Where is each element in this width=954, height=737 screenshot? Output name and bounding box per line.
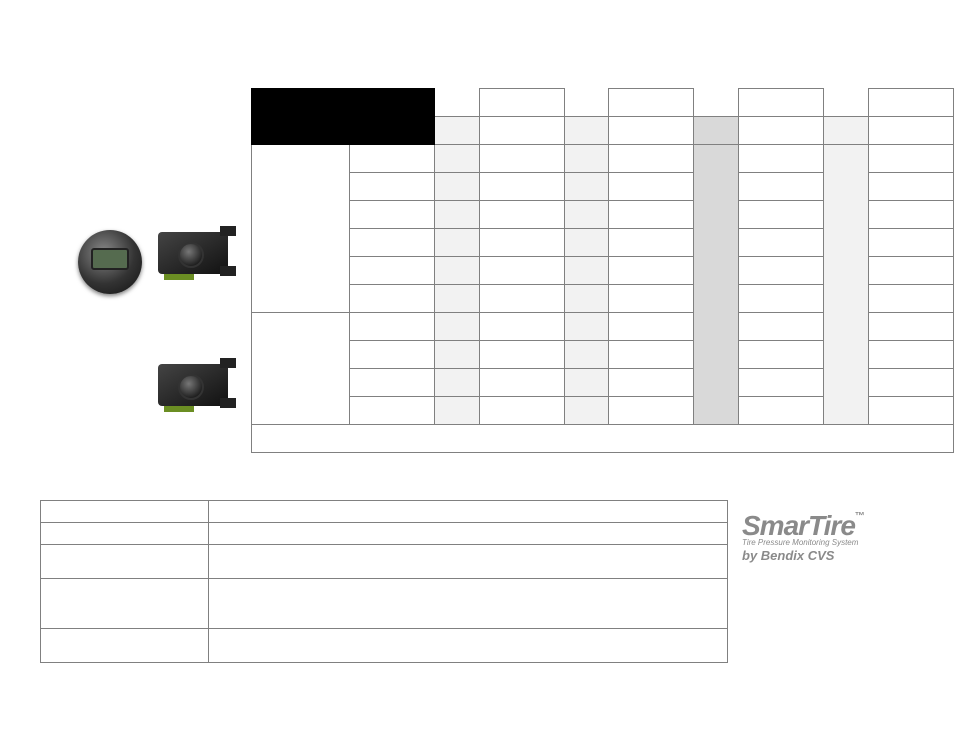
- ranges-row: [41, 629, 728, 663]
- header-tab-3: [738, 89, 823, 117]
- ranges-value-cell: [208, 629, 727, 663]
- header-notch: [824, 89, 869, 117]
- trademark-symbol: ™: [855, 511, 864, 522]
- logo-tagline: Tire Pressure Monitoring System: [742, 538, 922, 547]
- header-black-cell-2: [349, 89, 434, 145]
- header-tab-4: [868, 89, 953, 117]
- table-cell: [479, 145, 564, 173]
- page-root: SmarTire™ Tire Pressure Monitoring Syste…: [0, 0, 954, 737]
- gauge-icon: [78, 230, 142, 294]
- main-table-footer-row: [140, 425, 954, 453]
- header-black-cell-1: [251, 89, 349, 145]
- header-notch: [435, 89, 480, 117]
- header-notch: [564, 89, 609, 117]
- header-cell: [694, 117, 739, 145]
- smartire-logo: SmarTire™ Tire Pressure Monitoring Syste…: [742, 512, 922, 563]
- header-cell: [738, 117, 823, 145]
- table-cell: [564, 145, 609, 173]
- receiver-icon: [158, 224, 244, 280]
- logo-byline: by Bendix CVS: [742, 548, 922, 563]
- header-cell: [824, 117, 869, 145]
- table-cell: [609, 145, 694, 173]
- ranges-header-cell: [41, 523, 209, 545]
- ranges-value-cell: [208, 523, 727, 545]
- ranges-header-cell: [41, 545, 209, 579]
- header-notch: [694, 89, 739, 117]
- ranges-value-cell: [208, 579, 727, 629]
- table-row: [140, 145, 954, 173]
- table-cell: [349, 145, 434, 173]
- mid-band-column: [694, 145, 739, 425]
- ranges-value-cell: [208, 501, 727, 523]
- footer-note-cell: [251, 425, 953, 453]
- header-tab-2: [609, 89, 694, 117]
- header-cell: [435, 117, 480, 145]
- table-cell: [868, 145, 953, 173]
- ranges-header-cell: [41, 579, 209, 629]
- ranges-header-cell: [41, 501, 209, 523]
- gauge-lcd: [91, 248, 129, 270]
- ranges-row: [41, 501, 728, 523]
- ranges-table: [40, 500, 728, 663]
- ranges-row: [41, 579, 728, 629]
- receiver-icon: [158, 356, 244, 412]
- header-cell: [868, 117, 953, 145]
- product-image-cell-1: [251, 145, 349, 313]
- logo-brand: SmarTire™: [742, 512, 922, 540]
- ranges-row: [41, 545, 728, 579]
- table-cell: [435, 145, 480, 173]
- product-image-cell-2: [251, 313, 349, 425]
- header-tab-1: [479, 89, 564, 117]
- table-cell: [738, 145, 823, 173]
- ranges-value-cell: [208, 545, 727, 579]
- ranges-header-cell: [41, 629, 209, 663]
- logo-brand-text: SmarTire: [742, 510, 855, 541]
- ranges-row: [41, 523, 728, 545]
- header-cell: [564, 117, 609, 145]
- header-cell: [479, 117, 564, 145]
- main-product-table: [140, 88, 954, 453]
- light-band-column: [824, 145, 869, 425]
- main-table-header-row-1: [140, 89, 954, 117]
- header-cell: [609, 117, 694, 145]
